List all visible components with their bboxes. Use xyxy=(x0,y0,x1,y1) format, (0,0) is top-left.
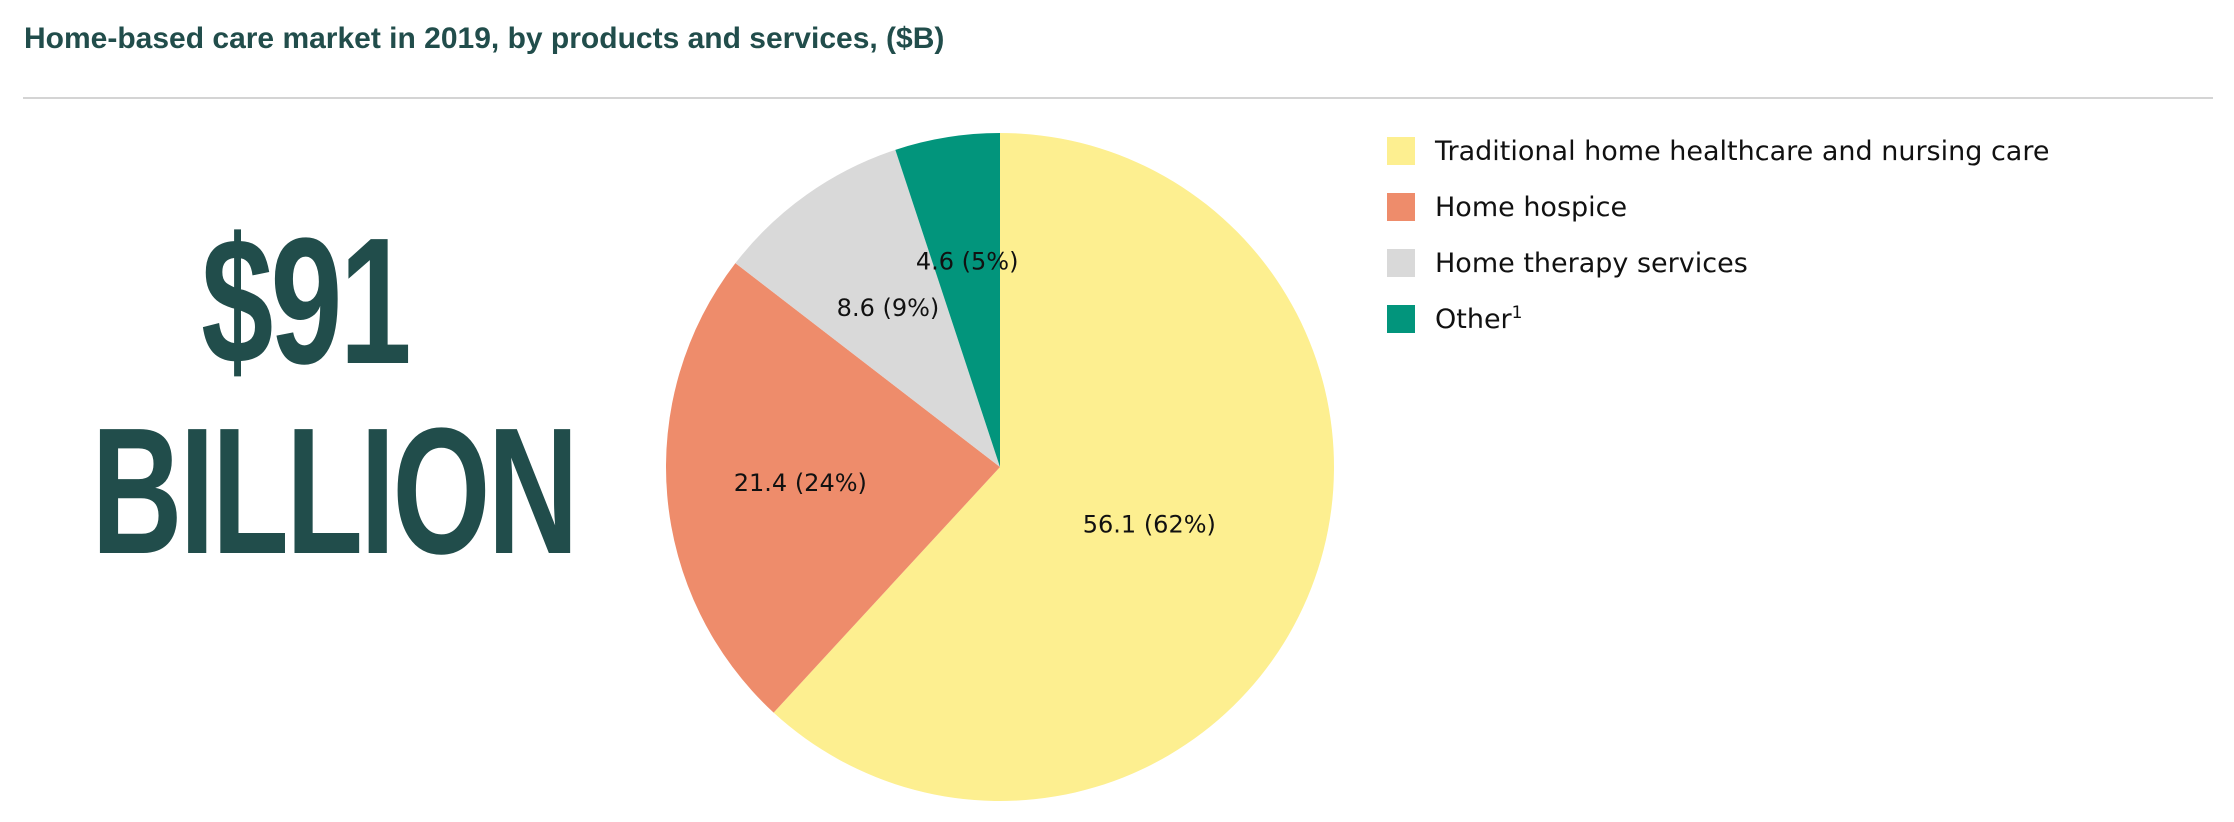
pie-slice-other xyxy=(895,133,1000,467)
legend-swatch-hospice xyxy=(1387,193,1415,221)
pie-label-hospice: 21.4 (24%) xyxy=(734,469,867,497)
legend-label-other-text: Other xyxy=(1435,304,1512,335)
pie-label-other: 4.6 (5%) xyxy=(916,248,1019,276)
pie-slice-therapy xyxy=(735,149,1000,467)
pie-label-therapy: 8.6 (9%) xyxy=(837,294,940,322)
title-divider xyxy=(23,97,2213,99)
legend-item-other: Other1 xyxy=(1387,303,2049,335)
chart-title: Home-based care market in 2019, by produ… xyxy=(24,22,945,55)
chart-legend: Traditional home healthcare and nursing … xyxy=(1387,136,2049,360)
legend-label-hospice: Home hospice xyxy=(1435,191,1628,223)
legend-swatch-therapy xyxy=(1387,249,1415,277)
legend-label-other: Other1 xyxy=(1435,303,1523,335)
legend-label-therapy: Home therapy services xyxy=(1435,247,1748,279)
legend-item-hospice: Home hospice xyxy=(1387,191,2049,223)
pie-slice-hospice xyxy=(665,263,1000,713)
total-amount: $91 xyxy=(201,201,411,402)
legend-label-traditional: Traditional home healthcare and nursing … xyxy=(1435,135,2050,167)
legend-swatch-traditional xyxy=(1387,137,1415,165)
pie-label-traditional: 56.1 (62%) xyxy=(1083,510,1216,538)
pie-slice-traditional xyxy=(773,133,1335,801)
legend-label-other-footnote: 1 xyxy=(1511,303,1523,323)
legend-swatch-other xyxy=(1387,305,1415,333)
legend-item-traditional: Traditional home healthcare and nursing … xyxy=(1387,135,2050,167)
legend-item-therapy: Home therapy services xyxy=(1387,247,2049,279)
total-unit: BILLION xyxy=(91,391,579,592)
